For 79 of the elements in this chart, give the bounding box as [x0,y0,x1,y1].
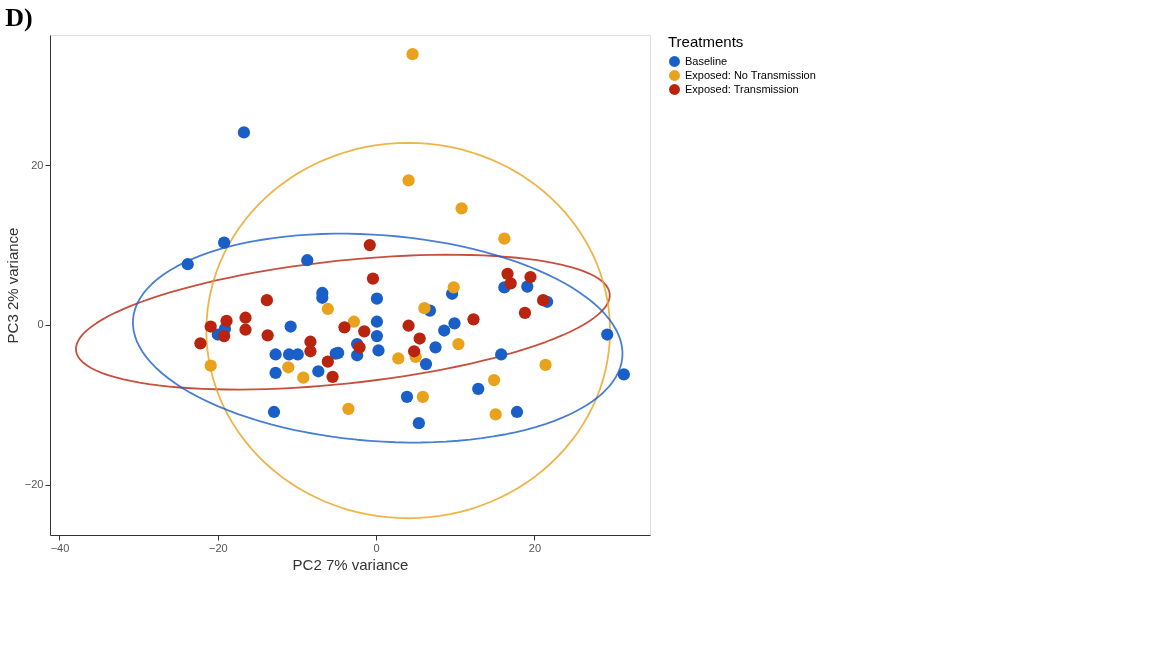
point [370,292,384,305]
point [297,371,310,384]
x-tick-label: −40 [50,541,70,554]
point [326,370,339,383]
point [455,202,468,215]
point [358,325,371,338]
y-axis-title: PC3 2% variance [3,227,21,344]
point [510,405,524,419]
point [181,258,194,271]
legend-title: Treatments [668,33,744,50]
point [204,320,217,333]
point [413,332,426,345]
point [269,366,282,379]
point [617,368,630,381]
point [416,390,429,403]
point [301,254,314,267]
point [402,174,415,187]
point [239,311,252,324]
point [429,341,442,354]
point [518,306,532,320]
point [194,337,207,350]
point [452,337,465,351]
x-tick-label: 0 [373,541,380,554]
point [447,281,460,294]
point [370,330,384,343]
point [372,344,385,357]
point [402,319,415,332]
point [260,294,274,307]
legend-label: Exposed: No Transmission [685,68,816,81]
point [407,345,421,358]
point [419,357,433,371]
point [537,294,550,307]
point [489,408,502,421]
point [498,232,511,245]
point [418,302,431,315]
point [321,355,334,368]
point [448,317,461,330]
point [524,270,537,284]
point [218,236,231,249]
point [539,358,552,371]
x-tick-label: 20 [528,541,542,554]
x-tick-label: −20 [208,541,228,554]
point [400,390,414,403]
point [342,402,355,415]
point [412,417,425,430]
x-axis-title: PC2 7% variance [292,555,409,573]
legend-label: Baseline [685,54,728,67]
point [370,315,384,328]
point [304,345,317,358]
point [438,324,451,337]
point [261,329,274,342]
point [472,382,485,395]
point [269,348,282,361]
point [218,330,231,343]
point [504,277,517,290]
point [267,405,281,419]
y-tick-label: 0 [37,318,44,331]
point [282,361,295,374]
point [487,373,501,387]
point [312,365,325,378]
legend-label: Exposed: Transmission [685,82,799,95]
chart-title: D) [5,3,33,32]
point [237,126,251,139]
point [204,359,217,372]
point [239,323,252,336]
point [392,352,405,365]
point [363,238,376,252]
point [347,315,361,328]
y-tick-label: −20 [24,478,44,491]
point [220,314,233,328]
point [366,272,380,285]
point [467,313,480,326]
point [406,48,419,61]
point [495,348,508,361]
y-tick-label: 20 [31,158,44,171]
point [601,328,614,341]
point [338,321,351,334]
point [284,320,297,333]
point [321,302,334,316]
